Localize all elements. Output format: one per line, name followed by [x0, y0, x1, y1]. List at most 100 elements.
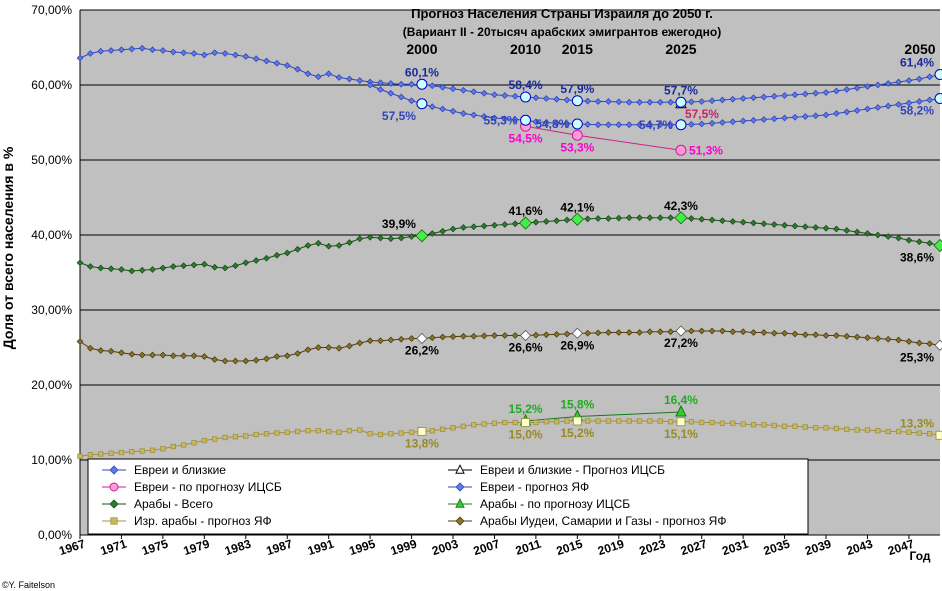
legend: Евреи и близкие Евреи и близкие - Прогноз…	[87, 458, 809, 535]
data-point	[625, 121, 633, 129]
y-tick-label: 20,00%	[31, 378, 72, 392]
data-point	[615, 98, 623, 106]
data-point	[595, 418, 601, 424]
data-point	[439, 83, 447, 91]
data-point	[428, 82, 436, 90]
x-tick-label: 2003	[430, 536, 460, 558]
data-point	[149, 46, 156, 54]
data-point	[397, 335, 405, 343]
data-point	[760, 220, 768, 228]
data-point	[480, 89, 488, 97]
data-point	[314, 73, 322, 81]
data-point	[844, 426, 850, 432]
data-point	[594, 121, 602, 129]
data-label: 58,2%	[900, 104, 934, 118]
data-point	[781, 221, 788, 229]
data-point	[377, 86, 384, 93]
data-point	[440, 426, 446, 432]
data-point	[263, 254, 270, 262]
data-point	[77, 453, 83, 459]
data-point	[304, 242, 312, 249]
data-point	[853, 333, 861, 341]
data-point	[200, 260, 208, 268]
data-point	[542, 218, 550, 225]
data-point	[107, 47, 115, 54]
data-point	[387, 89, 395, 97]
y-tick-label: 50,00%	[31, 153, 72, 167]
data-point	[563, 216, 571, 224]
data-point	[616, 418, 622, 424]
legend-entry: Евреи - прогноз ЯФ	[448, 480, 589, 494]
data-point	[563, 96, 571, 104]
data-point	[615, 121, 623, 129]
data-point	[346, 428, 353, 434]
data-point	[366, 81, 374, 89]
x-tick-label: 1991	[306, 536, 336, 558]
data-point	[708, 216, 716, 224]
data-point	[760, 329, 768, 336]
key-point	[934, 69, 942, 80]
data-point	[201, 437, 207, 444]
legend-entry: Арабы Иудеи, Самарии и Газы - прогноз ЯФ	[448, 514, 726, 528]
legend-marker	[109, 465, 119, 475]
data-point	[542, 119, 550, 126]
data-point	[801, 113, 809, 120]
data-point	[387, 80, 395, 87]
data-point	[770, 115, 778, 123]
data-point	[687, 215, 695, 222]
data-point	[667, 98, 674, 106]
data-point	[770, 92, 778, 100]
data-point	[812, 112, 820, 120]
data-point	[750, 116, 757, 124]
data-label: 41,6%	[509, 204, 543, 218]
data-point	[553, 331, 560, 338]
data-point	[781, 329, 788, 337]
data-point	[294, 245, 301, 253]
year-mark: 2025	[665, 41, 696, 57]
data-point	[667, 214, 674, 222]
data-point	[895, 78, 902, 86]
data-point	[377, 234, 384, 242]
data-point	[739, 218, 747, 226]
data-point	[781, 114, 788, 122]
data-point	[118, 46, 125, 54]
key-point	[933, 238, 942, 253]
data-point	[76, 259, 84, 267]
data-point	[822, 224, 830, 232]
key-point	[570, 212, 584, 226]
data-point	[729, 118, 737, 126]
data-point	[884, 335, 892, 343]
key-point	[935, 430, 942, 440]
data-label: 53,3%	[560, 140, 594, 154]
data-point	[304, 70, 312, 78]
legend-marker	[110, 517, 118, 525]
data-point	[221, 264, 229, 272]
data-point	[563, 120, 571, 127]
data-point	[719, 217, 726, 225]
data-point	[833, 87, 840, 95]
legend-label: Арабы - по прогнозу ИЦСБ	[480, 497, 630, 511]
data-point	[584, 329, 592, 337]
data-point	[667, 121, 674, 129]
data-point	[791, 222, 799, 230]
data-point	[647, 418, 653, 424]
x-tick-label: 2035	[762, 536, 792, 558]
data-point	[283, 249, 291, 257]
data-point	[169, 48, 177, 56]
data-point	[428, 103, 436, 111]
data-point	[263, 57, 270, 65]
data-point	[905, 99, 913, 107]
data-label: 26,6%	[509, 341, 543, 355]
data-point	[460, 86, 467, 94]
data-label: 55,3%	[484, 113, 518, 127]
data-point	[221, 50, 229, 57]
data-point	[200, 353, 208, 360]
data-point	[646, 214, 654, 222]
data-point	[812, 89, 820, 97]
series-jews_yaf	[366, 81, 942, 129]
data-point	[884, 80, 892, 87]
data-label: 15,8%	[560, 398, 594, 412]
data-point	[801, 223, 809, 231]
data-point	[813, 425, 819, 431]
data-point	[211, 49, 219, 57]
